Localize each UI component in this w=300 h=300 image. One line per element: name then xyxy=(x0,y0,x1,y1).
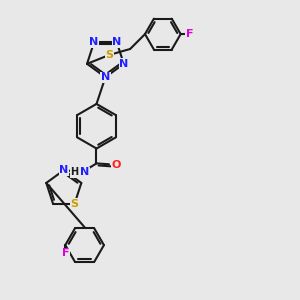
Text: N: N xyxy=(89,37,99,47)
Text: N: N xyxy=(101,72,110,82)
Text: N: N xyxy=(119,59,128,69)
Text: S: S xyxy=(70,199,79,208)
Text: F: F xyxy=(186,29,193,39)
Text: H: H xyxy=(70,167,79,177)
Text: N: N xyxy=(80,167,89,177)
Text: F: F xyxy=(61,248,69,258)
Text: O: O xyxy=(111,160,121,170)
Text: N: N xyxy=(59,165,68,175)
Text: N: N xyxy=(112,37,122,47)
Text: S: S xyxy=(105,50,113,60)
